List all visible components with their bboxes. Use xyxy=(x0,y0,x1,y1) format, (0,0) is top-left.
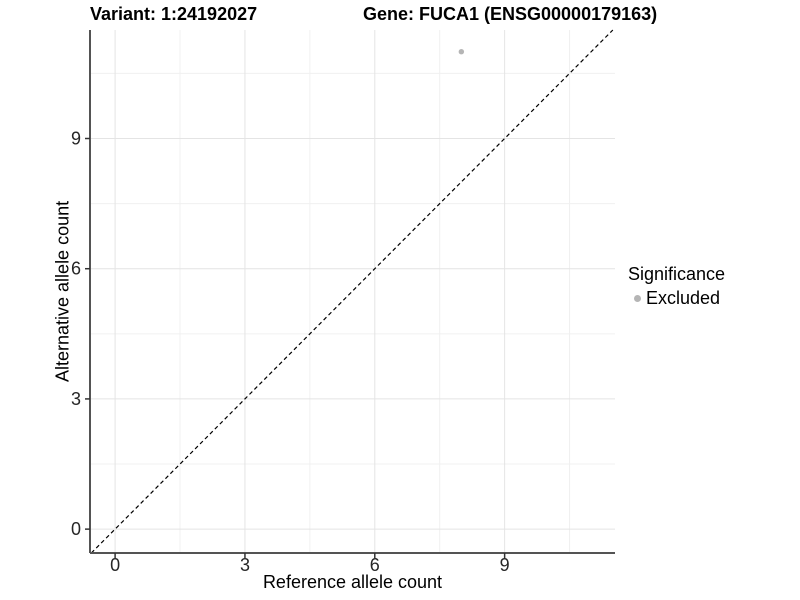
svg-text:0: 0 xyxy=(110,555,120,575)
gene-title: Gene: FUCA1 (ENSG00000179163) xyxy=(363,4,658,24)
legend-item-label: Excluded xyxy=(646,288,721,308)
svg-text:9: 9 xyxy=(71,129,81,149)
x-axis-title: Reference allele count xyxy=(262,572,443,592)
svg-text:9: 9 xyxy=(500,555,510,575)
svg-text:3: 3 xyxy=(240,555,250,575)
legend: Significance Excluded xyxy=(628,264,725,309)
variant-title: Variant: 1:24192027 xyxy=(90,4,258,24)
y-axis-title: Alternative allele count xyxy=(52,200,73,383)
svg-text:6: 6 xyxy=(370,555,380,575)
legend-title: Significance xyxy=(628,264,726,284)
legend-item-excluded: Excluded xyxy=(628,288,725,309)
legend-point-icon xyxy=(634,295,641,302)
svg-text:6: 6 xyxy=(71,259,81,279)
svg-text:0: 0 xyxy=(71,519,81,539)
svg-text:3: 3 xyxy=(71,389,81,409)
